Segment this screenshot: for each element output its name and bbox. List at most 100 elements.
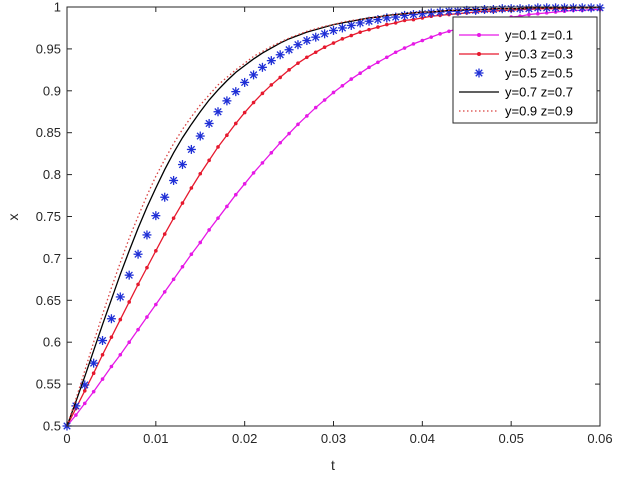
- y-axis-label: x: [5, 214, 21, 221]
- series-3-point: [142, 230, 152, 240]
- legend-marker: [474, 68, 484, 78]
- series-2-point: [278, 75, 283, 80]
- series-1-point: [198, 240, 203, 245]
- y-tick-label: 0.95: [36, 41, 61, 56]
- legend-marker: [477, 52, 481, 56]
- series-3-point: [98, 336, 108, 346]
- series-3-point: [329, 25, 338, 35]
- x-tick-label: 0.05: [499, 431, 524, 446]
- x-tick-label: 0.04: [410, 431, 435, 446]
- series-2-point: [385, 22, 389, 27]
- series-3-point: [257, 62, 267, 72]
- series-2-point: [260, 91, 265, 96]
- series-3-point: [151, 211, 161, 221]
- series-1-point: [447, 29, 451, 34]
- series-3-point: [177, 160, 187, 170]
- x-axis-label: t: [331, 457, 335, 473]
- series-1-point: [242, 182, 247, 186]
- y-tick-label: 0.85: [36, 125, 61, 140]
- series-3-point: [133, 249, 143, 259]
- series-3-point: [293, 40, 303, 50]
- series-1-point: [322, 98, 327, 102]
- legend-item: y=0.5 z=0.5: [474, 66, 573, 81]
- series-2-point: [322, 45, 327, 50]
- series-1-point: [411, 42, 416, 46]
- series-2-point: [393, 21, 398, 25]
- series-2-point: [118, 317, 123, 322]
- series-5-line: [66, 6, 601, 427]
- series-2-point: [91, 371, 96, 376]
- series-1-point: [305, 114, 309, 118]
- series-2-point: [225, 133, 229, 138]
- series-1-point: [438, 32, 442, 36]
- x-tick-labels: 0 0.01 0.02 0.03 0.04 0.05 0.06: [63, 431, 612, 446]
- series-2-point: [305, 55, 309, 60]
- series-1-point: [162, 290, 167, 294]
- y-tick-label: 0.9: [43, 83, 61, 98]
- series-2-point: [331, 41, 336, 45]
- x-tick-label: 0.03: [321, 431, 346, 446]
- y-tick-label: 0.65: [36, 293, 61, 308]
- series-1-point: [118, 352, 123, 357]
- x-tick-label: 0: [63, 431, 70, 446]
- y-tick-label: 1: [54, 0, 61, 15]
- series-3-point: [249, 70, 259, 80]
- series-1-point: [225, 204, 229, 209]
- series-1-point: [527, 12, 531, 17]
- ticks-layer: [66, 6, 601, 427]
- series-2-point: [207, 158, 211, 163]
- series-3-point: [169, 175, 179, 185]
- series-3-point: [222, 96, 232, 106]
- series-3-point: [89, 358, 99, 368]
- legend-item: y=0.3 z=0.3: [459, 47, 573, 62]
- series-1-point: [278, 140, 283, 145]
- series-3-point: [213, 107, 223, 117]
- series-2-point: [251, 100, 256, 105]
- series-1-point: [171, 277, 176, 282]
- series-1-point: [385, 55, 389, 60]
- legend-item: y=0.9 z=0.9: [459, 104, 573, 119]
- legend-label: y=0.5 z=0.5: [505, 66, 573, 81]
- series-2-point: [376, 25, 380, 29]
- series-1-point: [402, 46, 407, 50]
- series-3-point: [115, 292, 125, 302]
- series-2-point: [100, 352, 105, 357]
- series-1-point: [358, 71, 362, 76]
- series-3-point: [231, 87, 241, 97]
- y-tick-label: 0.55: [36, 377, 61, 392]
- series-1-point: [251, 171, 256, 175]
- series-1-point: [376, 60, 380, 65]
- series-2-point: [127, 300, 131, 304]
- series-3-point: [124, 270, 134, 280]
- series-1-point: [269, 151, 274, 155]
- series-2-point: [349, 33, 354, 38]
- legend-label: y=0.1 z=0.1: [505, 28, 573, 43]
- series-1-point: [216, 216, 220, 220]
- legend-label: y=0.9 z=0.9: [505, 104, 573, 119]
- series-3-point: [364, 16, 374, 26]
- series-1-point: [74, 413, 78, 417]
- series-2-point: [180, 201, 185, 205]
- series-1-point: [420, 38, 425, 43]
- series-2-point: [296, 61, 300, 65]
- series-3-point: [106, 314, 116, 324]
- series-2-point: [402, 18, 407, 23]
- series-1-point: [287, 131, 291, 136]
- series-2-point: [287, 68, 291, 72]
- series-3-point: [408, 10, 418, 20]
- series-1-point: [349, 77, 354, 81]
- series-3-point: [195, 131, 205, 141]
- series-3-point: [337, 23, 347, 33]
- series-2-point: [367, 27, 371, 32]
- series-3-point: [186, 144, 196, 154]
- series-1-point: [127, 340, 131, 345]
- series-1-point: [367, 65, 371, 70]
- series-1-point: [207, 228, 211, 232]
- series-1-point: [313, 105, 318, 110]
- series-1-point: [136, 327, 140, 332]
- series-1-point: [91, 389, 96, 394]
- series-3-point: [160, 192, 170, 202]
- series-1-point: [536, 11, 540, 16]
- series-1-point: [429, 35, 434, 39]
- legend-item: y=0.1 z=0.1: [459, 28, 573, 43]
